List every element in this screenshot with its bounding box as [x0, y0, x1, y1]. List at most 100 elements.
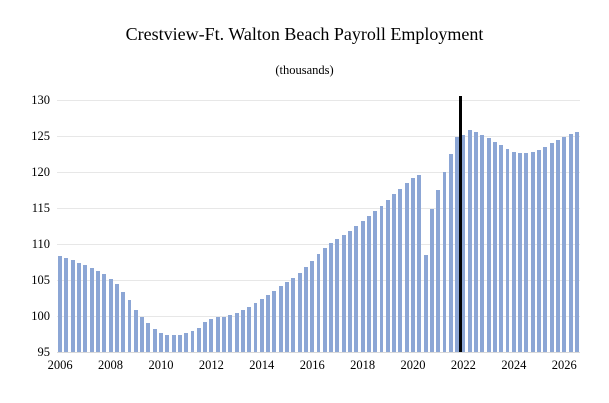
bar	[379, 205, 384, 352]
bar	[77, 262, 81, 352]
bar	[159, 333, 163, 352]
bar	[303, 267, 308, 352]
bar	[240, 310, 245, 352]
bar	[291, 277, 296, 352]
bar	[524, 153, 529, 352]
y-tick-label: 95	[37, 345, 51, 359]
bar	[102, 274, 107, 352]
bar	[366, 215, 371, 352]
bar	[316, 254, 321, 352]
bar	[474, 132, 478, 352]
bar	[467, 130, 472, 352]
y-tick-label: 120	[31, 165, 50, 179]
y-tick-label: 105	[31, 273, 50, 287]
bar	[285, 282, 289, 352]
bar	[272, 290, 277, 352]
bar	[461, 134, 466, 352]
bar	[455, 137, 460, 352]
bar	[505, 148, 510, 352]
bar	[140, 316, 145, 352]
bar	[360, 220, 365, 352]
gridline	[57, 208, 580, 209]
bar	[499, 145, 504, 352]
bar	[562, 136, 567, 352]
x-tick-label: 2020	[400, 358, 426, 372]
x-tick-label: 2026	[551, 358, 577, 372]
bar	[247, 306, 252, 352]
bar	[165, 335, 170, 352]
bar	[190, 331, 195, 352]
bar	[404, 182, 409, 352]
bar	[203, 322, 208, 352]
bar	[429, 209, 434, 352]
gridline	[57, 100, 580, 101]
bar	[555, 139, 560, 352]
bar	[278, 286, 283, 352]
bar	[411, 177, 415, 352]
bar	[537, 149, 541, 352]
bar	[322, 248, 327, 352]
gridline	[57, 244, 580, 245]
bar	[253, 303, 258, 352]
bar	[335, 238, 340, 352]
bar	[196, 327, 201, 352]
bar	[222, 316, 226, 352]
x-tick-label: 2024	[501, 358, 527, 372]
bar	[354, 226, 359, 352]
bar	[83, 264, 88, 352]
bar	[348, 231, 352, 352]
bar	[184, 333, 189, 352]
bar	[423, 254, 428, 352]
bar	[228, 315, 233, 352]
chart-subtitle: (thousands)	[275, 63, 334, 77]
bar	[108, 278, 113, 352]
y-tick-label: 115	[31, 201, 50, 215]
bar	[398, 188, 403, 352]
bar	[574, 131, 579, 352]
gridline	[57, 136, 580, 137]
bar	[177, 334, 182, 352]
bar	[89, 267, 94, 352]
bar	[448, 154, 453, 352]
bar	[568, 133, 573, 352]
x-tick-label: 2012	[198, 358, 224, 372]
bar	[392, 194, 397, 352]
gridline	[57, 172, 580, 173]
bar	[152, 328, 157, 352]
bar	[133, 309, 138, 352]
bar	[385, 200, 390, 352]
y-tick-label: 110	[31, 237, 50, 251]
x-tick-label: 2014	[249, 358, 275, 372]
bar	[543, 146, 548, 352]
bar	[530, 151, 535, 352]
bar	[417, 174, 422, 352]
bar	[341, 235, 346, 352]
bar	[442, 172, 447, 352]
bar	[266, 295, 271, 352]
bar	[518, 153, 523, 352]
bar	[259, 299, 264, 352]
x-tick-label: 2010	[148, 358, 174, 372]
bar	[310, 260, 315, 352]
chart-title: Crestview-Ft. Walton Beach Payroll Emplo…	[125, 24, 484, 44]
plot-area: 95 100 105 110 115 120 125 130 2006 2008 2010 2012…	[31, 93, 580, 372]
bar	[234, 313, 239, 352]
bar	[511, 151, 516, 352]
bar	[329, 243, 334, 352]
bar	[121, 291, 126, 352]
x-tick-label: 2016	[299, 358, 325, 372]
bar	[297, 272, 302, 352]
bar	[127, 300, 132, 352]
bar	[70, 259, 75, 352]
bar	[114, 284, 119, 352]
bar	[171, 335, 176, 352]
bar	[146, 323, 151, 352]
y-tick-label: 125	[31, 129, 50, 143]
bar	[480, 135, 485, 352]
bar	[209, 318, 214, 352]
bar	[58, 255, 63, 352]
bar	[64, 257, 69, 352]
forecast-divider-line	[458, 96, 462, 352]
bar	[549, 143, 554, 352]
